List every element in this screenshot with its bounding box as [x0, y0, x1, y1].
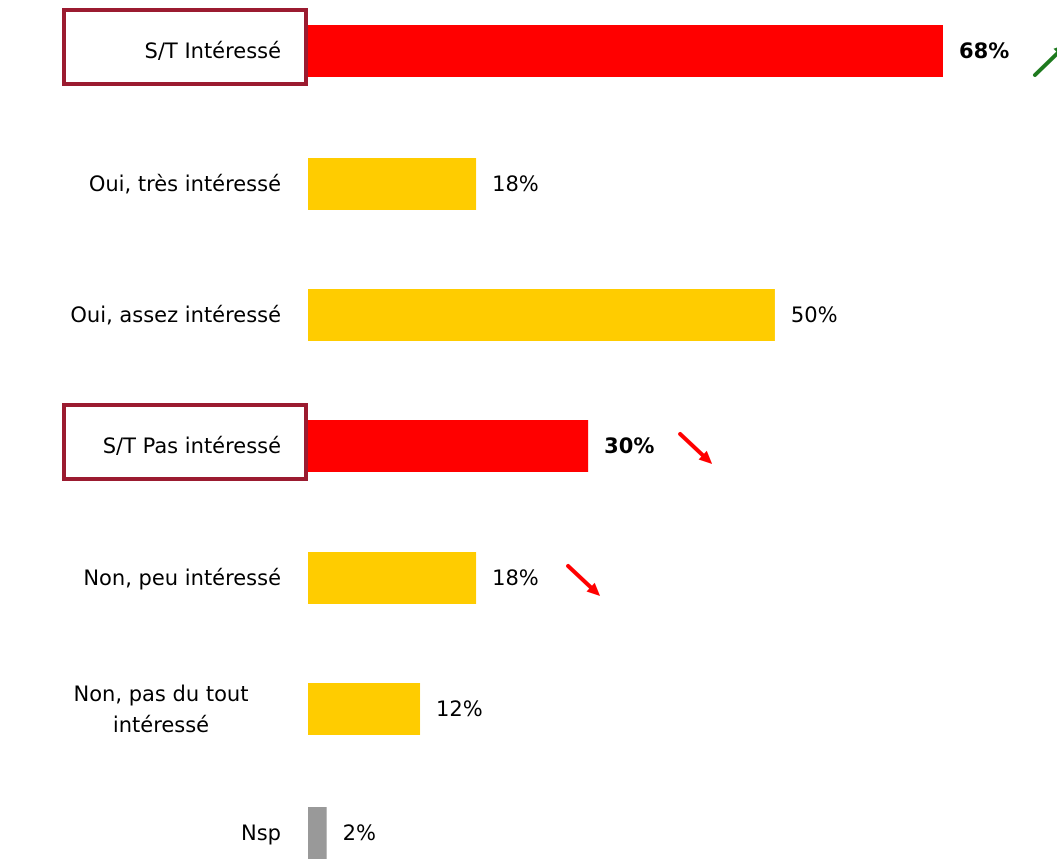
trend-up-icon-0-head [1053, 47, 1057, 53]
trend-down-icon-4 [566, 564, 601, 596]
value-label-2: 50% [791, 303, 838, 327]
trend-down-icon-3-shaft [678, 432, 705, 458]
bar-6 [308, 807, 327, 859]
bar-5 [308, 683, 421, 735]
value-label-6: 2% [343, 821, 376, 845]
category-label-0: S/T Intéressé [145, 39, 281, 63]
bar-2 [308, 289, 775, 341]
category-box-3 [62, 403, 308, 481]
bar-1 [308, 158, 477, 210]
value-label-0: 68% [959, 39, 1009, 63]
category-box-0 [62, 8, 308, 86]
trend-down-icon-3-head [698, 450, 713, 464]
bar-4 [308, 552, 477, 604]
value-label-1: 18% [492, 172, 539, 196]
category-label-2: Oui, assez intéressé [70, 303, 281, 327]
category-label-5-line-1: intéressé [113, 713, 209, 737]
trend-up-icon-0 [1033, 47, 1057, 77]
trend-up-icon-0-shaft [1033, 51, 1057, 77]
bar-3 [308, 420, 589, 472]
trend-down-icon-4-head [586, 582, 601, 596]
trend-down-icon-4-shaft [566, 564, 593, 590]
value-label-4: 18% [492, 566, 539, 590]
category-label-3: S/T Pas intéressé [103, 434, 281, 458]
trend-down-icon-3 [678, 432, 713, 464]
value-label-5: 12% [436, 697, 483, 721]
chart-plot-area: S/T Intéressé 68% Oui, très intéressé 18% Ou… [62, 8, 1057, 859]
bar-0 [308, 25, 943, 77]
category-label-5: Non, pas du tout intéressé [74, 682, 249, 737]
category-label-1: Oui, très intéressé [89, 172, 281, 196]
category-label-4: Non, peu intéressé [83, 566, 281, 590]
category-label-5-line-0: Non, pas du tout [74, 682, 249, 706]
value-label-3: 30% [604, 434, 654, 458]
category-label-6: Nsp [241, 821, 281, 845]
